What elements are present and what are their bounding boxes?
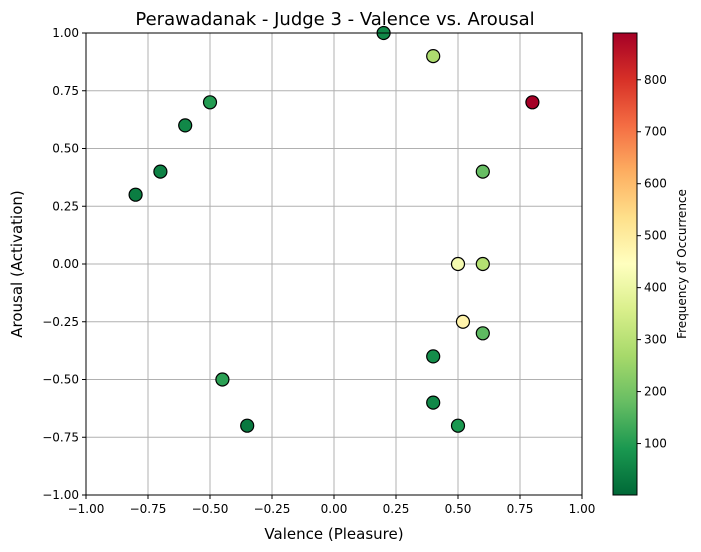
data-point — [475, 326, 490, 341]
data-point — [202, 95, 218, 110]
colorbar-tick-label: 800 — [644, 73, 667, 87]
y-tick-label: −0.25 — [42, 315, 79, 329]
y-tick-label: −0.50 — [42, 373, 79, 387]
data-point — [178, 118, 193, 133]
y-tick-label: 0.00 — [52, 257, 79, 271]
x-tick-label: 0.50 — [445, 502, 472, 516]
x-tick-label: 0.00 — [321, 502, 348, 516]
colorbar-tick-label: 200 — [644, 385, 667, 399]
data-point — [455, 314, 471, 329]
colorbar-label: Frequency of Occurrence — [675, 189, 689, 339]
x-tick-label: 0.75 — [507, 502, 534, 516]
data-point — [525, 95, 540, 110]
y-axis-label: Arousal (Activation) — [8, 190, 26, 338]
data-point — [426, 48, 441, 64]
grid-lines — [85, 32, 583, 496]
x-tick-label: 1.00 — [569, 502, 596, 516]
colorbar-tick-label: 400 — [644, 281, 667, 295]
data-point — [475, 164, 490, 179]
data-points — [128, 25, 540, 433]
data-point — [475, 256, 490, 272]
y-tick-label: −1.00 — [42, 488, 79, 502]
colorbar-gradient — [612, 32, 638, 496]
y-tick-label: −0.75 — [42, 430, 79, 444]
colorbar-tick-label: 600 — [644, 177, 667, 191]
y-axis: −1.00 −0.75 −0.50 −0.25 0.00 0.25 0.50 0.75 1.00 — [42, 26, 86, 502]
x-tick-label: 0.25 — [383, 502, 410, 516]
colorbar-tick-label: 500 — [644, 229, 667, 243]
x-tick-label: −0.25 — [254, 502, 291, 516]
y-tick-label: 0.75 — [52, 84, 79, 98]
x-tick-label: −1.00 — [68, 502, 105, 516]
y-tick-label: 0.50 — [52, 142, 79, 156]
data-point — [450, 256, 466, 272]
x-axis: −1.00 −0.75 −0.50 −0.25 0.00 0.25 0.50 0.75 1.00 — [68, 495, 596, 516]
x-axis-label: Valence (Pleasure) — [264, 525, 403, 543]
colorbar-tick-label: 100 — [644, 437, 667, 451]
data-point — [153, 164, 168, 179]
colorbar-tick-label: 300 — [644, 333, 667, 347]
data-point — [426, 349, 441, 364]
data-point — [426, 395, 441, 410]
data-point — [450, 418, 466, 433]
data-point — [240, 418, 255, 433]
data-point — [215, 372, 230, 387]
x-tick-label: −0.50 — [192, 502, 229, 516]
colorbar-ticks: 100 200 300 400 500 600 700 800 — [637, 73, 667, 451]
y-tick-label: 1.00 — [52, 26, 79, 40]
colorbar-tick-label: 700 — [644, 125, 667, 139]
y-tick-label: 0.25 — [52, 199, 79, 213]
data-point — [128, 187, 143, 202]
chart-title: Perawadanak - Judge 3 - Valence vs. Arou… — [135, 9, 534, 30]
colorbar: 100 200 300 400 500 600 700 800 Frequency of Oc… — [612, 32, 689, 496]
x-tick-label: −0.75 — [130, 502, 167, 516]
